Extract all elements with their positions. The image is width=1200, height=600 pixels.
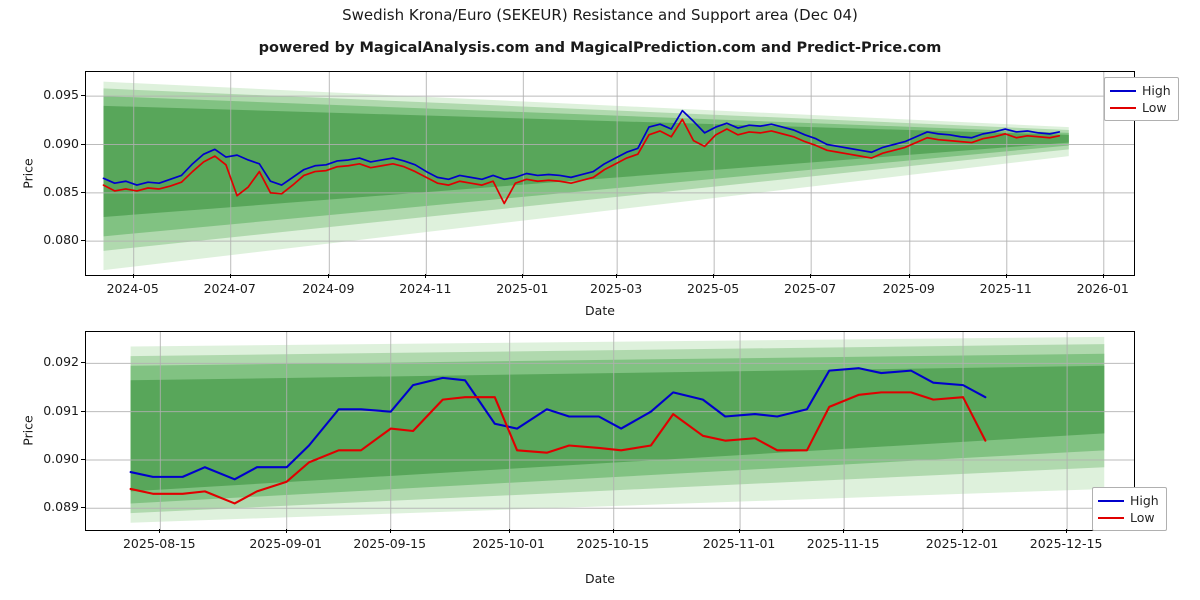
y-tick-label: 0.092 bbox=[43, 354, 79, 370]
y-tick-label: 0.095 bbox=[43, 87, 79, 103]
legend-entry-high: High bbox=[1110, 82, 1171, 99]
x-tick-mark bbox=[962, 529, 964, 533]
x-tick-label: 2025-11-01 bbox=[702, 536, 776, 551]
y-tick-label: 0.080 bbox=[43, 232, 79, 248]
x-tick-mark bbox=[713, 274, 715, 278]
x-tick-label: 2024-07 bbox=[203, 281, 256, 296]
x-tick-mark bbox=[1005, 274, 1007, 278]
x-tick-label: 2025-11 bbox=[979, 281, 1032, 296]
x-tick-label: 2025-05 bbox=[687, 281, 740, 296]
x-tick-mark bbox=[843, 529, 845, 533]
y-tick-label: 0.090 bbox=[43, 450, 79, 466]
legend-line-low bbox=[1110, 106, 1136, 109]
legend-line-high bbox=[1110, 89, 1136, 92]
top-chart-svg bbox=[86, 72, 1134, 275]
legend-entry-high: High bbox=[1098, 492, 1159, 509]
x-tick-label: 2025-09 bbox=[882, 281, 935, 296]
top-chart-plot-area bbox=[85, 71, 1135, 276]
x-tick-mark bbox=[285, 529, 287, 533]
y-tick-label: 0.091 bbox=[43, 402, 79, 418]
x-tick-label: 2025-12-15 bbox=[1029, 536, 1103, 551]
x-tick-label: 2025-11-15 bbox=[806, 536, 880, 551]
x-tick-label: 2025-12-01 bbox=[925, 536, 999, 551]
x-tick-label: 2025-08-15 bbox=[122, 536, 196, 551]
y-tick-mark bbox=[81, 240, 85, 242]
legend-label-high: High bbox=[1130, 493, 1159, 508]
y-tick-mark bbox=[81, 507, 85, 509]
x-tick-mark bbox=[389, 529, 391, 533]
top-chart-legend: High Low bbox=[1104, 77, 1179, 121]
x-tick-mark bbox=[612, 529, 614, 533]
legend-line-low bbox=[1098, 516, 1124, 519]
x-tick-mark bbox=[132, 274, 134, 278]
legend-entry-low: Low bbox=[1110, 99, 1171, 116]
legend-label-low: Low bbox=[1130, 510, 1155, 525]
x-tick-mark bbox=[425, 274, 427, 278]
x-tick-label: 2024-11 bbox=[399, 281, 452, 296]
x-tick-label: 2026-01 bbox=[1076, 281, 1129, 296]
x-tick-mark bbox=[1066, 529, 1068, 533]
x-tick-mark bbox=[810, 274, 812, 278]
y-tick-label: 0.090 bbox=[43, 135, 79, 151]
x-tick-label: 2025-09-15 bbox=[353, 536, 427, 551]
x-tick-mark bbox=[328, 274, 330, 278]
x-tick-mark bbox=[508, 529, 510, 533]
page-title: Swedish Krona/Euro (SEKEUR) Resistance a… bbox=[342, 6, 858, 24]
bottom-chart-plot-area bbox=[85, 331, 1135, 531]
x-tick-label: 2025-10-01 bbox=[472, 536, 545, 551]
x-tick-label: 2025-03 bbox=[590, 281, 643, 296]
y-tick-label: 0.089 bbox=[43, 499, 79, 515]
x-tick-label: 2024-05 bbox=[106, 281, 159, 296]
x-tick-mark bbox=[522, 274, 524, 278]
bottom-chart-svg bbox=[86, 332, 1134, 530]
legend-label-low: Low bbox=[1142, 100, 1167, 115]
y-tick-mark bbox=[81, 191, 85, 193]
bottom-chart-xlabel: Date bbox=[585, 571, 615, 586]
x-tick-mark bbox=[1102, 274, 1104, 278]
x-tick-mark bbox=[616, 274, 618, 278]
y-tick-mark bbox=[81, 143, 85, 145]
y-tick-mark bbox=[81, 458, 85, 460]
top-chart-xlabel: Date bbox=[585, 303, 615, 318]
bottom-chart-legend: High Low bbox=[1092, 487, 1167, 531]
x-tick-label: 2024-09 bbox=[302, 281, 355, 296]
page-subtitle: powered by MagicalAnalysis.com and Magic… bbox=[258, 40, 942, 56]
legend-entry-low: Low bbox=[1098, 509, 1159, 526]
y-tick-mark bbox=[81, 410, 85, 412]
y-tick-label: 0.085 bbox=[43, 183, 79, 199]
legend-line-high bbox=[1098, 499, 1124, 502]
x-tick-mark bbox=[739, 529, 741, 533]
x-tick-label: 2025-01 bbox=[496, 281, 549, 296]
legend-label-high: High bbox=[1142, 83, 1171, 98]
x-tick-mark bbox=[229, 274, 231, 278]
y-tick-mark bbox=[81, 95, 85, 97]
x-tick-mark bbox=[908, 274, 910, 278]
y-tick-mark bbox=[81, 362, 85, 364]
x-tick-mark bbox=[159, 529, 161, 533]
x-tick-label: 2025-09-01 bbox=[249, 536, 322, 551]
x-tick-label: 2025-07 bbox=[784, 281, 837, 296]
x-tick-label: 2025-10-15 bbox=[576, 536, 650, 551]
